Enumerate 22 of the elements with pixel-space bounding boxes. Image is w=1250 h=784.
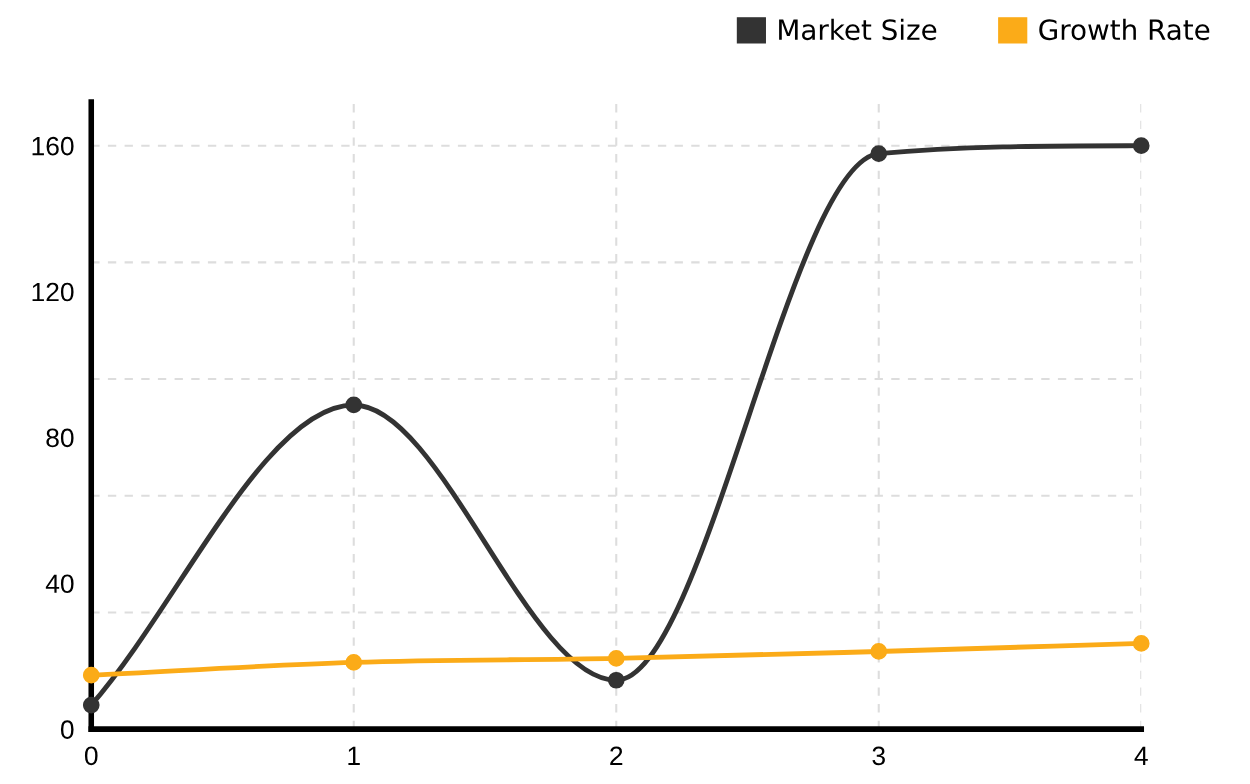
y-tick-label: 160 (32, 136, 74, 156)
x-tick-label: 1 (348, 746, 360, 765)
legend-label: Growth Rate (1039, 18, 1210, 41)
point (607, 650, 625, 667)
point (345, 654, 363, 671)
point (607, 671, 625, 689)
x-tick-label: 2 (610, 746, 623, 765)
y-tick-label: 0 (60, 720, 74, 739)
y-tick-label: 40 (45, 574, 74, 594)
point (82, 696, 100, 714)
point (82, 666, 100, 684)
point (345, 396, 363, 414)
x-tick-label: 0 (84, 746, 98, 766)
x-tick-label: 3 (872, 746, 885, 766)
y-tick-label: 80 (46, 428, 74, 448)
legend-label: Market Size (779, 18, 937, 41)
y-tick-label: 120 (32, 282, 74, 302)
point (1132, 635, 1150, 652)
x-tick-label: 4 (1134, 746, 1148, 765)
point (870, 145, 888, 163)
point (1132, 137, 1150, 155)
point (870, 643, 888, 660)
